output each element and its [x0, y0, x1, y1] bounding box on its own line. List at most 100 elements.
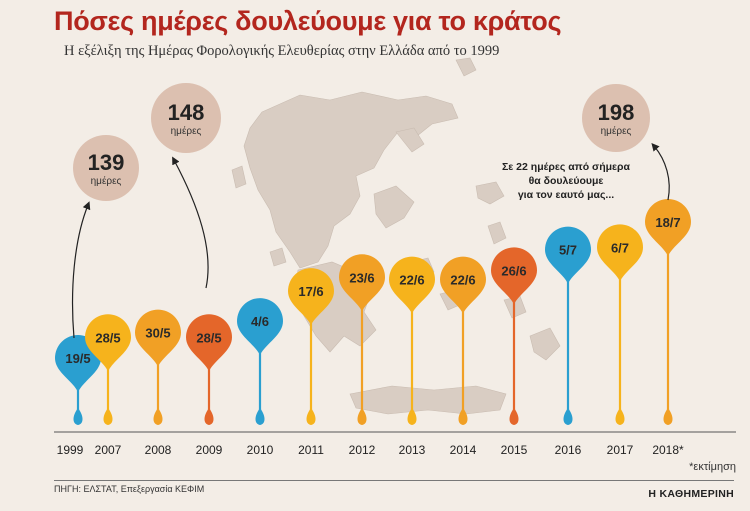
callout-note: Σε 22 ημέρες από σήμερα θα δουλεύουμε γι… [480, 160, 652, 202]
date-marker-2009: 28/5 [186, 314, 233, 425]
date-label: 17/6 [298, 284, 323, 299]
map-evia [373, 185, 415, 229]
date-marker-2014: 22/6 [440, 256, 486, 425]
date-label: 5/7 [559, 243, 577, 258]
marker-drop [255, 408, 265, 425]
date-label: 22/6 [450, 273, 475, 288]
date-marker-2012: 23/6 [339, 254, 385, 425]
map-mainland [243, 91, 459, 269]
marker-drop [663, 408, 673, 425]
map-corfu [231, 165, 247, 189]
date-label: 30/5 [145, 326, 170, 341]
year-label: 1999 [57, 443, 84, 457]
year-label: 2010 [247, 443, 274, 457]
date-marker-2018: 18/7 [645, 199, 691, 425]
date-marker-2015: 26/6 [491, 247, 537, 425]
page-title: Πόσες ημέρες δουλεύουμε για το κράτος [54, 6, 562, 36]
marker-drop [615, 408, 625, 425]
arrow-2009 [172, 156, 209, 289]
greece-map-image [231, 57, 561, 415]
marker-drop [407, 408, 417, 425]
date-marker-2007: 28/5 [85, 314, 131, 425]
footnote: *εκτίμηση [689, 461, 736, 473]
bubble-unit: ημέρες [91, 175, 122, 187]
map-lesvos [475, 181, 505, 205]
marker-pin [545, 226, 591, 284]
callout-line-3: για τον εαυτό μας... [517, 189, 615, 201]
marker-drop [204, 408, 214, 425]
callout-line-1: Σε 22 ημέρες από σήμερα [501, 161, 630, 173]
date-marker-2011: 17/6 [288, 268, 334, 425]
map-chalkidiki [395, 127, 425, 153]
date-marker-2016: 5/7 [545, 226, 591, 425]
marker-drop [357, 408, 367, 425]
date-label: 23/6 [349, 270, 374, 285]
marker-pin [389, 256, 435, 314]
date-label: 6/7 [611, 240, 629, 255]
map-thasos [455, 57, 477, 77]
map-chios [487, 221, 507, 245]
marker-pin [288, 268, 334, 326]
year-label: 2011 [298, 443, 324, 457]
marker-pin [85, 314, 131, 372]
date-label: 28/5 [95, 330, 120, 345]
map-crete [349, 385, 507, 415]
year-label: 2014 [450, 443, 477, 457]
bubble-value: 148 [168, 100, 205, 125]
source-note: ΠΗΓΗ: ΕΛΣΤΑΤ, Επεξεργασία ΚΕΦΙΜ [54, 484, 205, 494]
brand-logo: Η ΚΑΘΗΜΕΡΙΝΗ [648, 488, 734, 500]
year-label: 2012 [349, 443, 376, 457]
date-label: 4/6 [251, 314, 269, 329]
year-label: 2009 [196, 443, 223, 457]
arrow-1999 [71, 201, 91, 339]
bubble-unit: ημέρες [171, 125, 202, 137]
marker-drop [153, 408, 163, 425]
date-label: 28/5 [196, 330, 221, 345]
date-label: 18/7 [655, 215, 680, 230]
date-label: 26/6 [501, 263, 526, 278]
year-label: 2015 [501, 443, 528, 457]
marker-drop [73, 408, 83, 425]
bubble-circle [73, 135, 139, 201]
map-kefalonia [269, 247, 287, 267]
date-marker-2010: 4/6 [237, 298, 283, 425]
year-label: 2008 [145, 443, 172, 457]
arrow-2018 [651, 142, 670, 201]
marker-pin [645, 199, 691, 256]
marker-drop [509, 408, 519, 425]
marker-pin [597, 224, 643, 282]
marker-drop [458, 408, 468, 425]
map-rhodes [529, 327, 561, 361]
footer-divider [54, 480, 734, 481]
marker-pin [237, 298, 283, 356]
date-label: 22/6 [399, 273, 424, 288]
year-label: 2017 [607, 443, 634, 457]
marker-pin [440, 256, 486, 314]
marker-pin [186, 314, 233, 372]
date-marker-2013: 22/6 [389, 256, 435, 425]
year-label: 2016 [555, 443, 582, 457]
marker-pin [339, 254, 385, 312]
bubble-circle [151, 83, 221, 153]
bubble-unit: ημέρες [601, 125, 632, 137]
marker-drop [563, 408, 573, 425]
date-marker-2017: 6/7 [597, 224, 643, 425]
callout-line-2: θα δουλεύουμε [528, 175, 604, 187]
year-label: 2018* [652, 443, 684, 457]
marker-drop [103, 408, 113, 425]
marker-pin [491, 247, 537, 305]
bubble-value: 139 [88, 150, 125, 175]
page-subtitle: Η εξέλιξη της Ημέρας Φορολογικής Ελευθερ… [64, 43, 500, 59]
year-label: 2007 [95, 443, 122, 457]
bubble-value: 198 [598, 100, 635, 125]
marker-drop [306, 408, 316, 425]
bubble-circle [582, 84, 650, 152]
date-marker-2008: 30/5 [135, 309, 181, 425]
marker-pin [135, 309, 181, 367]
year-label: 2013 [399, 443, 426, 457]
date-label: 19/5 [65, 351, 90, 366]
